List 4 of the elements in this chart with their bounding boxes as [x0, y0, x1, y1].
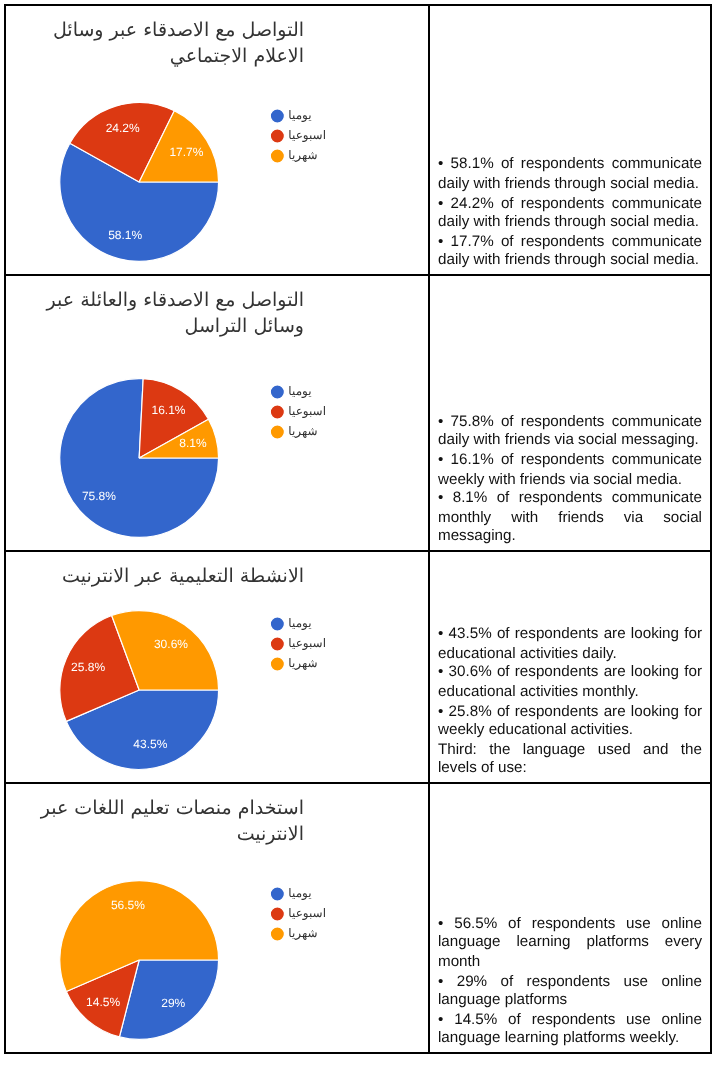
chart-title: التواصل مع الاصدقاء والعائلة عبر وسائل التراسل — [43, 288, 306, 342]
chart-title: استخدام منصات تعليم اللغات عبر الانترنيت — [38, 796, 306, 850]
chart-title: التواصل مع الاصدقاء عبر وسائل الاعلام الاجتماعي — [50, 18, 306, 72]
chart-title: الانشطة التعليمية عبر الانترنيت — [60, 564, 306, 592]
